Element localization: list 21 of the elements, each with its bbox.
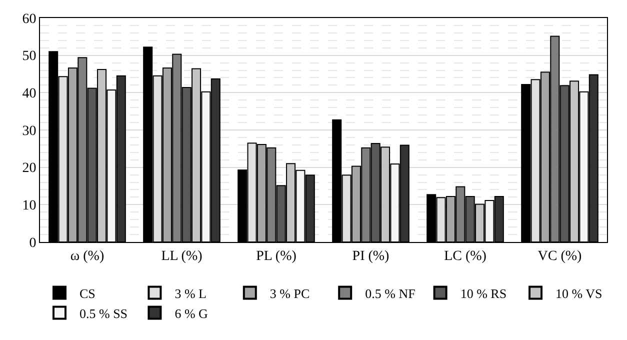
- y-tick-label: 50: [22, 49, 36, 64]
- legend-label: 6 % G: [174, 306, 208, 321]
- legend-label: 3 % L: [174, 286, 207, 301]
- legend-label: CS: [80, 286, 96, 301]
- y-tick-label: 40: [22, 86, 36, 102]
- y-tick-label: 30: [22, 124, 36, 139]
- y-tick-label: 10: [22, 198, 36, 214]
- y-tick-label: 20: [22, 161, 36, 176]
- x-tick-label: PL (%): [256, 248, 297, 264]
- legend-label: 0.5 % NF: [365, 286, 416, 301]
- y-tick-label: 0: [29, 236, 36, 251]
- x-tick-label: LC (%): [444, 248, 487, 264]
- y-tick-label: 60: [22, 12, 36, 27]
- x-tick-label: VC (%): [538, 248, 582, 264]
- legend-label: 10 % RS: [460, 286, 507, 301]
- x-tick-label: PI (%): [352, 248, 390, 264]
- legend-label: 3 % PC: [270, 286, 310, 301]
- legend-label: 0.5 % SS: [80, 306, 128, 321]
- x-tick-label: ω (%): [70, 248, 104, 264]
- x-tick-label: LL (%): [161, 248, 203, 264]
- legend-label: 10 % VS: [556, 286, 602, 301]
